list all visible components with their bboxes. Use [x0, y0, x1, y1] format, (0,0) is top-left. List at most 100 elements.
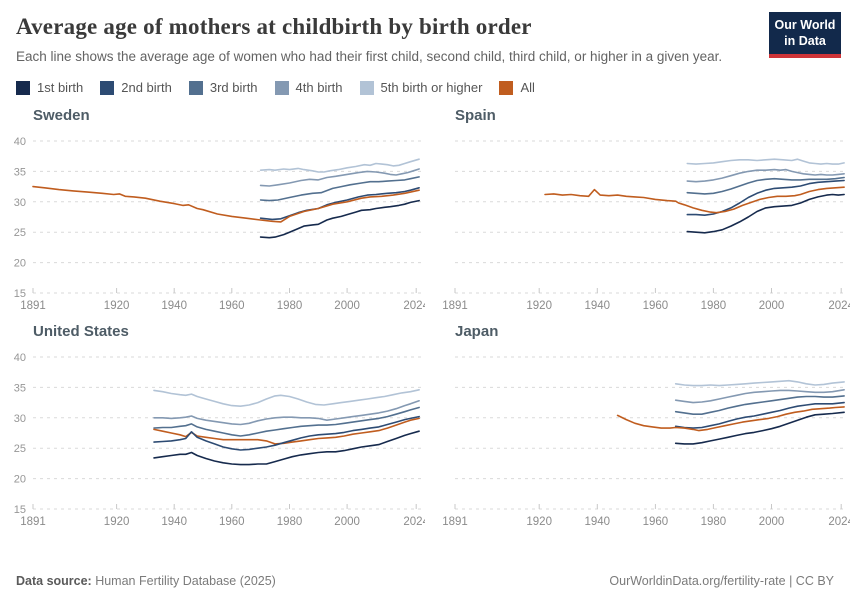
- series-line-all[interactable]: [153, 417, 420, 445]
- data-source-value: Human Fertility Database (2025): [91, 574, 276, 588]
- y-axis-label: 35: [14, 167, 26, 179]
- series-line-3rd-birth[interactable]: [686, 176, 845, 195]
- series-line-all[interactable]: [616, 406, 845, 432]
- panel-title-japan: Japan: [455, 323, 499, 341]
- footer: Data source: Human Fertility Database (2…: [0, 574, 850, 588]
- series-line-4th-birth[interactable]: [686, 169, 845, 183]
- series-line-5th-birth-or-higher[interactable]: [686, 158, 845, 166]
- y-axis-label: 20: [14, 258, 26, 270]
- chart-sweden[interactable]: 15 20 25 30 35 40 1891 1920 1940 1960 1980 2000 2024: [0, 131, 425, 319]
- y-axis-label: 30: [14, 413, 26, 425]
- x-axis-label: 1960: [219, 300, 245, 312]
- legend-item-2nd-birth[interactable]: 2nd birth: [100, 80, 172, 95]
- chart-united-states[interactable]: 15 20 25 30 35 40 1891 1920 1940 1960 1980 2000 2024: [0, 347, 425, 535]
- x-axis-label: 1920: [104, 300, 130, 312]
- y-axis-label: 40: [14, 136, 26, 148]
- data-source-label: Data source:: [16, 574, 92, 588]
- legend-item-all[interactable]: All: [499, 80, 535, 96]
- series-line-2nd-birth[interactable]: [674, 402, 845, 430]
- header: Average age of mothers at childbirth by …: [0, 0, 850, 95]
- x-axis-label: 1940: [161, 516, 187, 528]
- x-axis-label: 2024: [403, 516, 425, 528]
- panel-title-united-states: United States: [33, 323, 129, 341]
- x-axis-label: 2024: [403, 300, 425, 312]
- series-line-3rd-birth[interactable]: [674, 395, 845, 416]
- y-axis-label: 30: [14, 197, 26, 209]
- y-axis-label: 15: [14, 504, 26, 516]
- panel-japan: Japan 1891 1920 1940 1960 1980 2000 2024: [425, 319, 850, 535]
- panel-title-sweden: Sweden: [33, 107, 90, 125]
- series-line-2nd-birth[interactable]: [259, 187, 420, 221]
- panel-spain: Spain 1891 1920 1940 1960 1980 2000 2024: [425, 103, 850, 319]
- legend-label: 2nd birth: [121, 80, 172, 96]
- chart-title: Average age of mothers at childbirth by …: [16, 14, 532, 39]
- series-line-4th-birth[interactable]: [674, 389, 845, 404]
- legend-item-5th-birth-or-higher[interactable]: 5th birth or higher: [359, 80, 482, 95]
- series-line-2nd-birth[interactable]: [153, 416, 420, 452]
- legend-swatch-icon: [188, 80, 203, 95]
- legend-label: 4th birth: [295, 80, 343, 96]
- series-line-4th-birth[interactable]: [153, 400, 420, 426]
- legend-swatch-icon: [359, 80, 374, 95]
- x-axis-label: 1960: [643, 516, 669, 528]
- x-axis-label: 1891: [442, 300, 468, 312]
- legend: 1st birth 2nd birth 3rd birth 4th birth 5th …: [16, 80, 834, 95]
- x-axis-label: 1920: [526, 516, 552, 528]
- data-source: Data source: Human Fertility Database (2…: [16, 574, 276, 588]
- x-axis-label: 2000: [759, 300, 785, 312]
- x-axis-label: 1980: [701, 300, 727, 312]
- x-axis-label: 1980: [277, 300, 303, 312]
- panel-sweden: Sweden 15 20 25 30 35 40 1891 1920 1940 1960 1980 2…: [0, 103, 425, 319]
- x-axis-label: 1891: [20, 516, 46, 528]
- legend-item-4th-birth[interactable]: 4th birth: [274, 80, 343, 96]
- x-axis-label: 2024: [828, 516, 850, 528]
- series-line-1st-birth[interactable]: [674, 411, 845, 445]
- legend-item-3rd-birth[interactable]: 3rd birth: [188, 80, 258, 96]
- legend-swatch-icon: [100, 80, 115, 95]
- series-line-all[interactable]: [544, 186, 845, 214]
- x-axis-label: 2000: [334, 300, 360, 312]
- x-axis-label: 1980: [277, 516, 303, 528]
- legend-swatch-icon: [499, 80, 514, 95]
- series-line-1st-birth[interactable]: [153, 430, 420, 466]
- legend-label: 3rd birth: [209, 80, 258, 96]
- panel-title-spain: Spain: [455, 107, 496, 125]
- legend-label: 1st birth: [37, 80, 84, 96]
- x-axis-label: 1960: [219, 516, 245, 528]
- legend-label: All: [520, 80, 535, 96]
- series-line-1st-birth[interactable]: [259, 200, 420, 239]
- x-axis-label: 1940: [161, 300, 187, 312]
- x-axis-label: 1980: [701, 516, 727, 528]
- y-axis-label: 15: [14, 288, 26, 300]
- series-line-3rd-birth[interactable]: [153, 406, 420, 438]
- chart-spain[interactable]: 1891 1920 1940 1960 1980 2000 2024: [425, 131, 850, 319]
- x-axis-label: 1940: [585, 300, 611, 312]
- series-line-2nd-birth[interactable]: [686, 179, 845, 217]
- owid-logo-line2: in Data: [784, 33, 826, 48]
- credit-link[interactable]: OurWorldinData.org/fertility-rate | CC B…: [609, 574, 834, 588]
- chart-subtitle: Each line shows the average age of women…: [16, 49, 723, 64]
- series-line-all[interactable]: [32, 186, 420, 223]
- x-axis-label: 1960: [643, 300, 669, 312]
- charts-grid: Sweden 15 20 25 30 35 40 1891 1920 1940 1960 1980 2…: [0, 103, 850, 535]
- series-line-5th-birth-or-higher[interactable]: [674, 380, 845, 387]
- legend-swatch-icon: [16, 80, 30, 95]
- series-line-3rd-birth[interactable]: [259, 176, 420, 202]
- panel-united-states: United States 15 20 25 30 35 40 1891 1920 1940 19…: [0, 319, 425, 535]
- x-axis-label: 1891: [442, 516, 468, 528]
- series-line-1st-birth[interactable]: [686, 193, 845, 234]
- series-line-4th-birth[interactable]: [259, 168, 420, 188]
- y-axis-label: 35: [14, 383, 26, 395]
- series-line-5th-birth-or-higher[interactable]: [259, 158, 420, 174]
- x-axis-label: 2024: [828, 300, 850, 312]
- owid-logo[interactable]: Our World in Data: [769, 12, 841, 59]
- series-line-5th-birth-or-higher[interactable]: [153, 389, 420, 408]
- x-axis-label: 2000: [334, 516, 360, 528]
- x-axis-label: 1920: [526, 300, 552, 312]
- legend-item-1st-birth[interactable]: 1st birth: [16, 80, 83, 95]
- y-axis-label: 40: [14, 352, 26, 364]
- x-axis-label: 2000: [759, 516, 785, 528]
- chart-japan[interactable]: 1891 1920 1940 1960 1980 2000 2024: [425, 347, 850, 535]
- y-axis-label: 20: [14, 474, 26, 486]
